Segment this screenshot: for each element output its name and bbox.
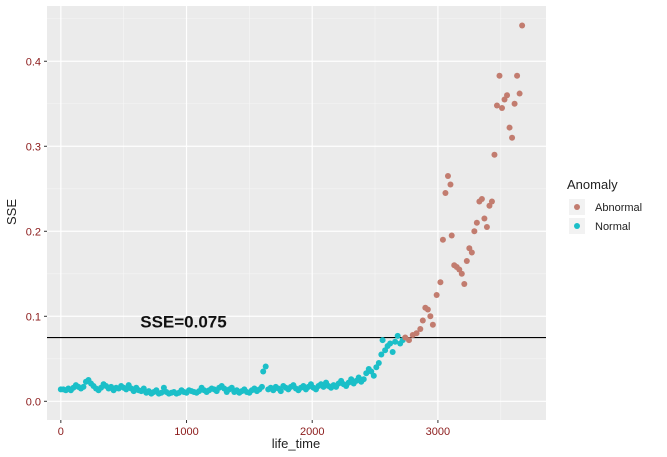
point-normal (258, 383, 265, 390)
point-abnormal (481, 215, 488, 222)
point-normal (370, 372, 377, 379)
legend-swatch-abnormal (574, 204, 580, 210)
point-normal (158, 389, 165, 396)
point-abnormal (483, 224, 490, 231)
plot-panel (47, 6, 546, 420)
point-normal (360, 376, 367, 383)
y-axis-ticks: 0.0 0.1 0.2 0.3 0.4 (26, 56, 47, 408)
point-abnormal (433, 292, 440, 299)
legend-title: Anomaly (567, 177, 618, 192)
point-abnormal (496, 72, 503, 79)
point-abnormal (429, 321, 436, 328)
point-abnormal (439, 236, 446, 243)
y-tick-label: 0.1 (26, 311, 41, 323)
point-abnormal (419, 317, 426, 324)
point-normal (378, 351, 385, 358)
threshold-label: SSE=0.075 (140, 313, 227, 332)
point-normal (80, 383, 87, 390)
point-abnormal (463, 258, 470, 265)
legend-label-abnormal: Abnormal (595, 202, 642, 214)
x-tick-label: 2000 (300, 426, 324, 438)
point-abnormal (504, 92, 511, 99)
x-axis-title: life_time (272, 436, 320, 451)
point-normal (379, 337, 386, 344)
y-tick-label: 0.3 (26, 141, 41, 153)
point-abnormal (461, 280, 468, 287)
y-axis-title: SSE (4, 199, 19, 225)
point-abnormal (516, 90, 523, 97)
point-abnormal (493, 102, 500, 109)
point-abnormal (468, 249, 475, 256)
x-tick-label: 1000 (174, 426, 198, 438)
point-abnormal (405, 337, 412, 344)
point-abnormal (491, 151, 498, 158)
point-abnormal (417, 326, 424, 333)
point-abnormal (511, 100, 518, 107)
point-abnormal (458, 270, 465, 277)
point-normal (387, 340, 394, 347)
point-abnormal (509, 134, 516, 141)
point-abnormal (519, 22, 526, 29)
point-abnormal (444, 173, 451, 180)
point-abnormal (471, 228, 478, 235)
legend: Anomaly Abnormal Normal (567, 177, 642, 234)
point-abnormal (506, 124, 513, 131)
point-normal (260, 368, 267, 375)
point-abnormal (473, 219, 480, 226)
point-abnormal (427, 313, 434, 320)
point-normal (375, 360, 382, 367)
point-abnormal (488, 198, 495, 205)
legend-swatch-normal (574, 223, 580, 229)
point-abnormal (478, 195, 485, 202)
point-abnormal (447, 181, 454, 188)
point-abnormal (514, 72, 521, 79)
y-tick-label: 0.0 (26, 396, 41, 408)
point-abnormal (442, 190, 449, 197)
x-tick-label: 0 (58, 426, 64, 438)
point-normal (277, 388, 284, 395)
point-normal (392, 338, 399, 345)
grid-major (47, 6, 546, 420)
y-tick-label: 0.4 (26, 56, 41, 68)
x-axis-ticks: 0 1000 2000 3000 (58, 420, 450, 438)
x-tick-label: 3000 (426, 426, 450, 438)
point-abnormal (424, 306, 431, 313)
data-points (57, 22, 526, 397)
point-normal (394, 332, 401, 339)
point-abnormal (499, 105, 506, 112)
y-tick-label: 0.2 (26, 226, 41, 238)
point-normal (389, 348, 396, 355)
legend-label-normal: Normal (595, 221, 630, 233)
point-abnormal (437, 279, 444, 286)
point-abnormal (413, 330, 420, 337)
point-normal (262, 363, 269, 370)
point-abnormal (448, 232, 455, 239)
